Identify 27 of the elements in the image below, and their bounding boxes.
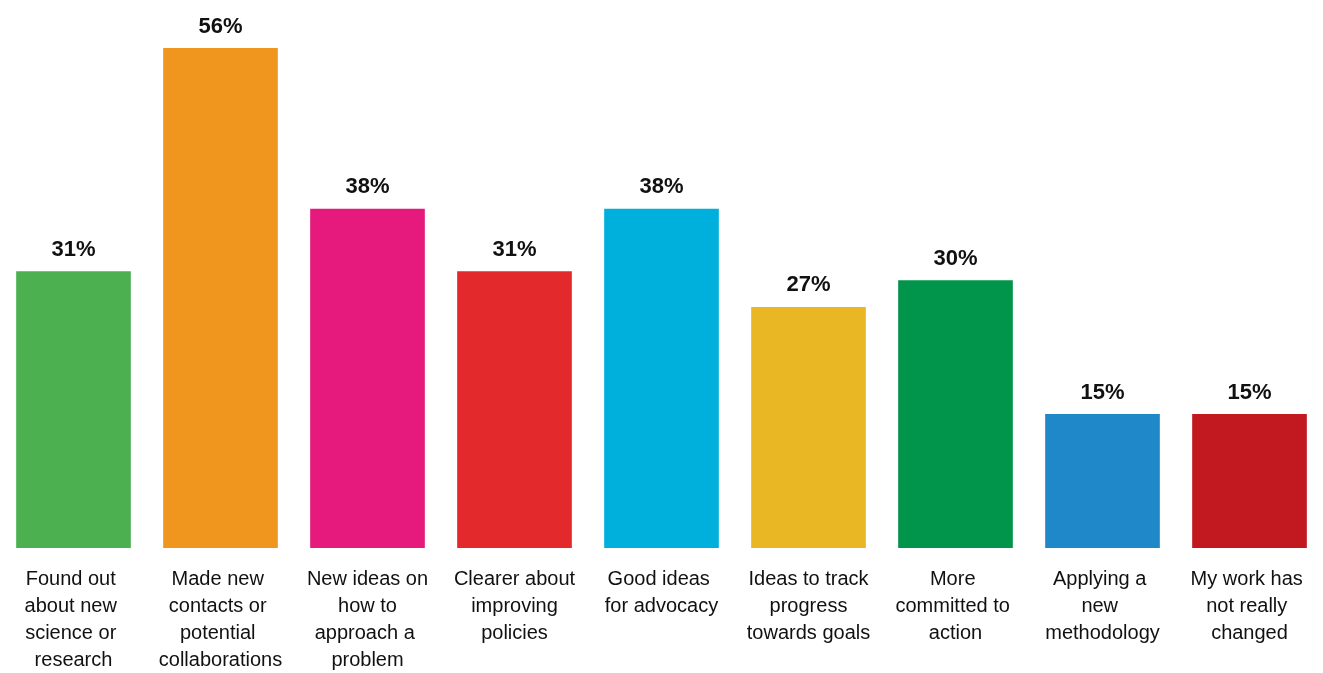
x-tick-label: Found out about new science or research [24, 566, 123, 670]
data-label: 31% [492, 235, 537, 261]
data-label: 15% [1080, 378, 1125, 404]
bar [1045, 414, 1160, 548]
x-tick-label: More committed to action [895, 566, 1016, 643]
data-label: 30% [933, 244, 978, 270]
x-tick-label: New ideas on how to approach a problem [306, 566, 429, 670]
x-tick-label: My work has not really changed [1190, 566, 1309, 643]
x-tick-label: Applying a new methodology [1045, 566, 1160, 643]
data-label: 56% [198, 12, 243, 38]
bar [1192, 414, 1307, 548]
data-label: 38% [639, 173, 684, 199]
x-tick-label: Made new contacts or potential collaborations [158, 566, 283, 670]
bar [898, 280, 1013, 548]
data-label: 31% [51, 235, 96, 261]
bar [751, 306, 866, 548]
bar [457, 271, 572, 548]
bar [16, 271, 131, 548]
data-label: 27% [786, 271, 831, 297]
x-tick-label: Clearer about improving policies [453, 566, 576, 643]
data-label: 38% [345, 173, 390, 199]
bar [163, 48, 278, 548]
bar [604, 208, 719, 548]
bar [310, 208, 425, 548]
data-label: 15% [1227, 378, 1272, 404]
x-tick-label: Good ideas for advocacy [604, 566, 719, 616]
x-tick-label: Ideas to track progress towards goals [746, 566, 871, 643]
